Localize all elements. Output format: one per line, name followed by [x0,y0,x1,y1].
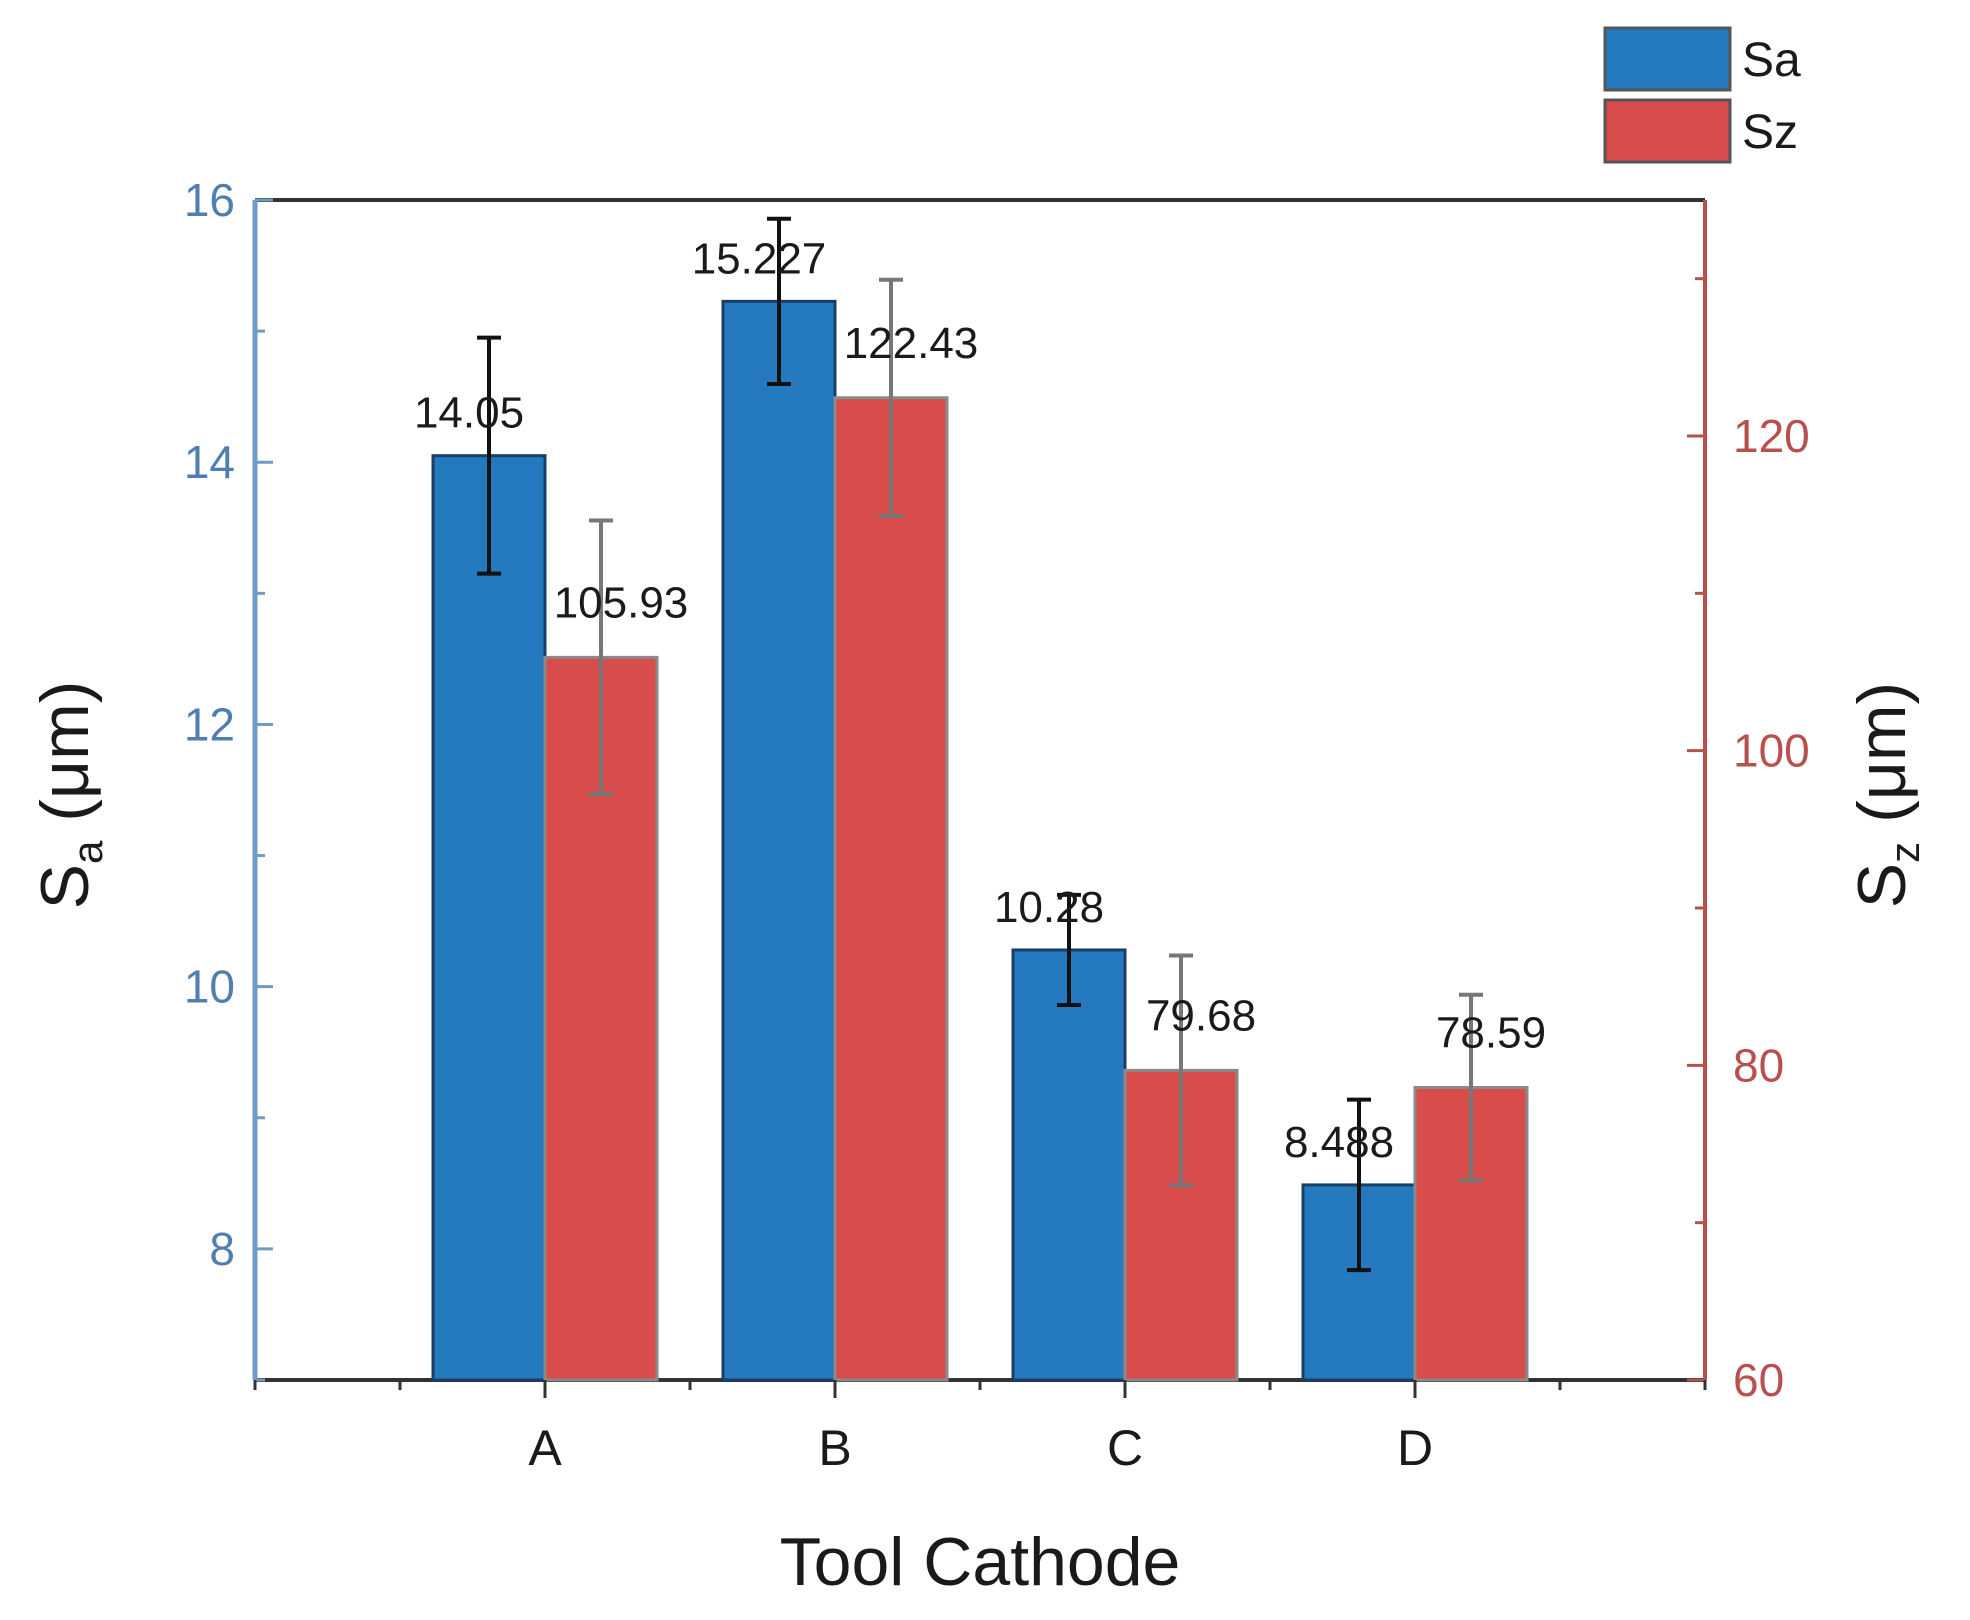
y-axis-right-main: S [1844,863,1920,908]
left-tick-label: 10 [184,961,235,1013]
data-label-sa-C: 10.28 [994,883,1104,932]
left-tick-label: 8 [209,1223,235,1275]
right-tick-label: 120 [1733,410,1810,462]
legend-swatch-sa [1603,26,1732,92]
ticks: 8 10 12 14 16 60 80 100 120 A B C D [184,174,1810,1476]
y-axis-right-title: Sz (μm) [1844,682,1928,908]
legend: Sa Sz [1603,26,1801,164]
labels: 14.05 105.93 15.227 122.43 10.28 79.68 8.488 78… [414,234,1546,1167]
x-axis-title: Tool Cathode [780,1524,1181,1600]
data-label-sz-A: 105.93 [554,578,689,627]
y-axis-left-main: S [27,864,103,909]
bar-sa-C [1011,948,1127,1382]
left-tick-label: 12 [184,698,235,750]
y-axis-left-sub: a [64,840,111,864]
left-tick-label: 14 [184,436,235,488]
x-tick-label: B [818,1420,851,1476]
data-label-sa-B: 15.227 [692,234,827,283]
bar-sa-A [431,454,547,1382]
data-label-sz-B: 122.43 [844,319,979,368]
y-axis-left-title: Sa (μm) [27,681,111,910]
y-axis-right-unit: (μm) [1844,682,1920,842]
x-tick-label: C [1107,1420,1143,1476]
bar-sz-B [833,396,949,1382]
legend-swatch-sz [1603,98,1732,164]
bar-sa-B [721,299,837,1382]
y-axis-right-sub: z [1881,842,1928,863]
x-tick-label: D [1397,1420,1433,1476]
right-tick-label: 100 [1733,725,1810,777]
data-label-sz-D: 78.59 [1436,1009,1546,1058]
data-label-sa-A: 14.05 [414,389,524,438]
legend-label-sz: Sz [1742,106,1798,159]
legend-label-sa: Sa [1742,34,1801,87]
right-tick-label: 80 [1733,1039,1784,1091]
data-label-sa-D: 8.488 [1284,1118,1394,1167]
data-label-sz-C: 79.68 [1146,991,1256,1040]
x-tick-label: A [528,1420,562,1476]
left-tick-label: 16 [184,174,235,226]
bars [431,216,1529,1382]
right-tick-label: 60 [1733,1354,1784,1406]
y-axis-left-unit: (μm) [27,681,103,841]
